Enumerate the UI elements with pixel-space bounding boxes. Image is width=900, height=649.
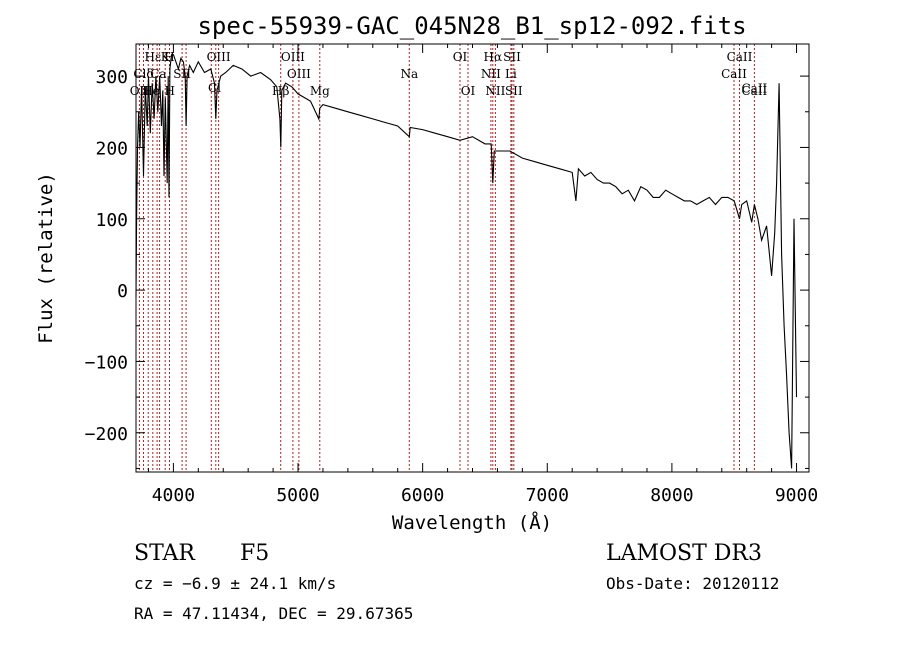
line-label: CaII bbox=[741, 84, 767, 98]
survey-name: LAMOST DR3 bbox=[606, 541, 762, 566]
x-tick-label: 5000 bbox=[276, 485, 319, 506]
x-tick-label: 6000 bbox=[401, 485, 444, 506]
line-label: SII bbox=[503, 50, 521, 64]
line-label: NII bbox=[485, 84, 505, 98]
line-label: OIII bbox=[287, 67, 311, 81]
x-tick-label: 7000 bbox=[526, 485, 569, 506]
spectrum-annotation: Cl bbox=[208, 81, 221, 95]
line-label: Hβ bbox=[272, 84, 289, 98]
y-axis: −200 −100 0 100 200 300 bbox=[85, 67, 809, 469]
observation-date: Obs-Date: 20120112 bbox=[606, 574, 779, 593]
emission-line-markers bbox=[138, 44, 755, 472]
y-tick-label: −200 bbox=[85, 424, 128, 445]
y-tick-label: 100 bbox=[95, 210, 128, 231]
line-label: NII bbox=[481, 67, 501, 81]
line-label: Hα bbox=[484, 50, 503, 64]
chart-title: spec-55939-GAC_045N28_B1_sp12-092.fits bbox=[197, 12, 746, 40]
x-tick-label: 4000 bbox=[152, 485, 195, 506]
redshift-cz: cz = −6.9 ± 24.1 km/s bbox=[134, 574, 336, 593]
line-label: H bbox=[164, 50, 174, 64]
y-tick-label: 200 bbox=[95, 138, 128, 159]
line-label: SII bbox=[505, 84, 523, 98]
line-label: Hε bbox=[144, 50, 161, 64]
line-label: Na bbox=[400, 67, 418, 81]
x-tick-label: 9000 bbox=[775, 485, 818, 506]
line-label: OIII bbox=[207, 50, 231, 64]
line-label: OI bbox=[461, 84, 476, 98]
info-panel: STAR F5 LAMOST DR3 cz = −6.9 ± 24.1 km/s… bbox=[134, 541, 779, 623]
line-label: Ca bbox=[150, 67, 166, 81]
line-label: K bbox=[161, 50, 171, 64]
y-tick-label: −100 bbox=[85, 352, 128, 373]
line-label: OI bbox=[453, 50, 468, 64]
x-axis: 4000 5000 6000 7000 8000 9000 bbox=[147, 44, 818, 506]
x-tick-label: 8000 bbox=[650, 485, 693, 506]
plot-frame bbox=[135, 43, 810, 473]
object-class: STAR bbox=[134, 541, 196, 566]
spectrum-line bbox=[135, 54, 798, 469]
line-label: CaII bbox=[721, 67, 747, 81]
spectrum-annotation: CaII bbox=[741, 82, 767, 96]
spectrum-annotations: CaII Cl bbox=[208, 81, 768, 96]
x-axis-label: Wavelength (Å) bbox=[392, 511, 552, 534]
y-axis-label: Flux (relative) bbox=[35, 172, 57, 344]
line-label: OIII bbox=[281, 50, 305, 64]
coordinates: RA = 47.11434, DEC = 29.67365 bbox=[134, 604, 413, 623]
object-subclass: F5 bbox=[240, 541, 269, 566]
y-tick-label: 300 bbox=[95, 67, 128, 88]
y-tick-label: 0 bbox=[117, 281, 128, 302]
line-label: Mg bbox=[310, 84, 330, 98]
line-label: Li bbox=[505, 67, 517, 81]
line-label: CaII bbox=[727, 50, 753, 64]
line-label: OII bbox=[130, 84, 150, 98]
